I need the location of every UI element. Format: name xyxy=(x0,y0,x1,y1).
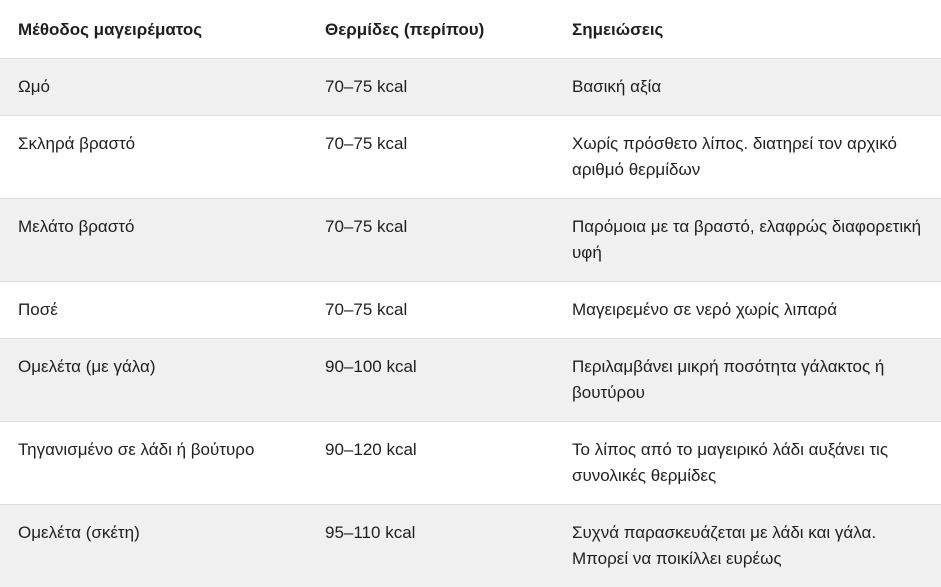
cell-calories: 90–100 kcal xyxy=(325,339,572,422)
cell-method: Ομελέτα (σκέτη) xyxy=(0,505,325,587)
cell-calories: 70–75 kcal xyxy=(325,282,572,339)
cell-notes: Παρόμοια με τα βραστό, ελαφρώς διαφορετι… xyxy=(572,199,941,282)
cell-method: Ωμό xyxy=(0,59,325,116)
cell-method: Τηγανισμένο σε λάδι ή βούτυρο xyxy=(0,422,325,505)
cell-notes: Περιλαμβάνει μικρή ποσότητα γάλακτος ή β… xyxy=(572,339,941,422)
cell-calories: 95–110 kcal xyxy=(325,505,572,587)
cell-notes: Χωρίς πρόσθετο λίπος. διατηρεί τον αρχικ… xyxy=(572,116,941,199)
cell-notes: Το λίπος από το μαγειρικό λάδι αυξάνει τ… xyxy=(572,422,941,505)
header-calories: Θερμίδες (περίπου) xyxy=(325,0,572,59)
cell-method: Ποσέ xyxy=(0,282,325,339)
cell-calories: 70–75 kcal xyxy=(325,199,572,282)
cell-calories: 70–75 kcal xyxy=(325,59,572,116)
cell-notes: Μαγειρεμένο σε νερό χωρίς λιπαρά xyxy=(572,282,941,339)
cell-notes: Βασική αξία xyxy=(572,59,941,116)
cell-calories: 70–75 kcal xyxy=(325,116,572,199)
header-method: Μέθοδος μαγειρέματος xyxy=(0,0,325,59)
cell-method: Ομελέτα (με γάλα) xyxy=(0,339,325,422)
cell-calories: 90–120 kcal xyxy=(325,422,572,505)
cell-method: Σκληρά βραστό xyxy=(0,116,325,199)
cell-method: Μελάτο βραστό xyxy=(0,199,325,282)
cell-notes: Συχνά παρασκευάζεται με λάδι και γάλα. Μ… xyxy=(572,505,941,587)
header-notes: Σημειώσεις xyxy=(572,0,941,59)
table-header-row: Μέθοδος μαγειρέματος Θερμίδες (περίπου) … xyxy=(0,0,941,59)
